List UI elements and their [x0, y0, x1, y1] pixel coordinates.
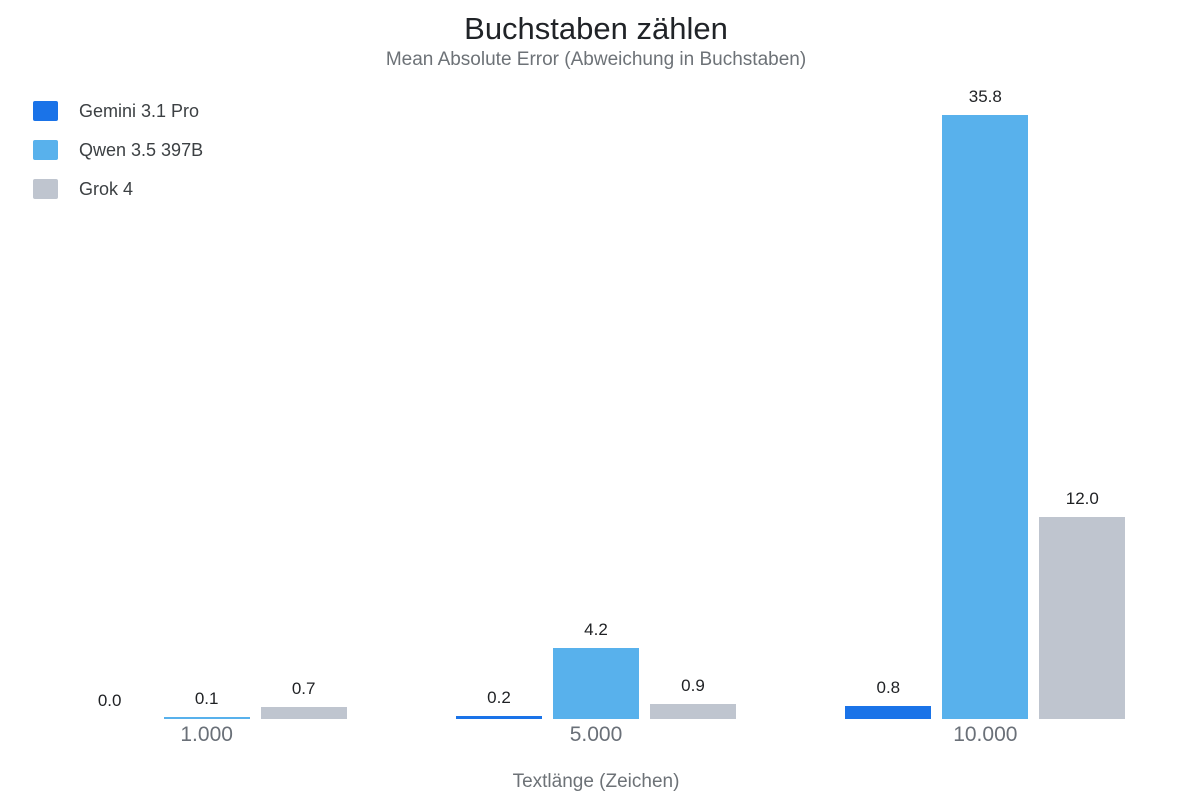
bar-col: 12.0 — [1039, 488, 1126, 719]
value-label: 0.9 — [681, 675, 705, 695]
bar-grok-4-1.000 — [260, 707, 347, 719]
legend-item-3[interactable]: Grok 4 — [33, 179, 203, 199]
value-label: 0.0 — [97, 691, 122, 710]
plot-area: 0.0 0.1 0.7 0.2 4.2 0.9 0.8 35.8 12.0 — [0, 88, 1192, 719]
value-label: 35.8 — [968, 87, 1002, 106]
legend-swatch-icon — [33, 140, 58, 160]
bar-gemini-3-1-pro-5.000 — [455, 715, 542, 719]
category-label: 1.000 — [180, 723, 233, 746]
bar-qwen-3-5-397b-5.000 — [552, 648, 639, 719]
legend-label: Grok 4 — [79, 179, 134, 199]
bar-gemini-3-1-pro-10.000 — [845, 705, 932, 719]
category-label: 5.000 — [569, 723, 623, 746]
bar-qwen-3-5-397b-10.000 — [942, 115, 1029, 719]
value-label: 0.7 — [291, 679, 316, 699]
value-label: 0.8 — [876, 677, 901, 697]
chart-subtitle: Mean Absolute Error (Abweichung in Buchs… — [385, 49, 807, 70]
bar-col: 0.2 — [455, 687, 542, 719]
bar-col: 0.9 — [649, 675, 736, 719]
legend-label: Gemini 3.1 Pro — [79, 101, 200, 121]
legend-item-2[interactable]: Qwen 3.5 397B — [33, 140, 203, 160]
legend-label: Qwen 3.5 397B — [79, 140, 204, 160]
bar-col: 0.8 — [845, 677, 932, 719]
chart-title: Buchstaben zählen — [464, 11, 728, 46]
bar-qwen-3-5-397b-1.000 — [163, 717, 250, 719]
bar-grok-4-5.000 — [649, 703, 736, 719]
category-label: 10.000 — [953, 723, 1018, 746]
bar-group-10.000: 0.8 35.8 12.0 — [791, 88, 1180, 719]
bar-col: 35.8 — [942, 87, 1029, 719]
x-axis-categories: 1.000 5.000 10.000 — [0, 724, 1192, 745]
legend-swatch-icon — [33, 101, 58, 121]
value-label: 0.2 — [487, 687, 511, 707]
bar-col: 4.2 — [552, 620, 639, 719]
value-label: 4.2 — [584, 620, 608, 640]
bar-grok-4-10.000 — [1039, 516, 1126, 719]
legend-item-1[interactable]: Gemini 3.1 Pro — [33, 101, 203, 121]
bar-group-1.000: 0.0 0.1 0.7 — [12, 88, 401, 719]
bar-group-5.000: 0.2 4.2 0.9 — [401, 88, 790, 719]
bar-col: 0.7 — [260, 679, 347, 719]
value-label: 0.1 — [194, 689, 219, 709]
value-label: 12.0 — [1065, 488, 1099, 508]
legend: Gemini 3.1 Pro Qwen 3.5 397B Grok 4 — [33, 101, 203, 199]
bar-col: 0.0 — [67, 692, 153, 719]
bar-col: 0.1 — [163, 689, 250, 719]
x-axis-title: Textlänge (Zeichen) — [512, 771, 680, 792]
legend-swatch-icon — [33, 179, 58, 199]
